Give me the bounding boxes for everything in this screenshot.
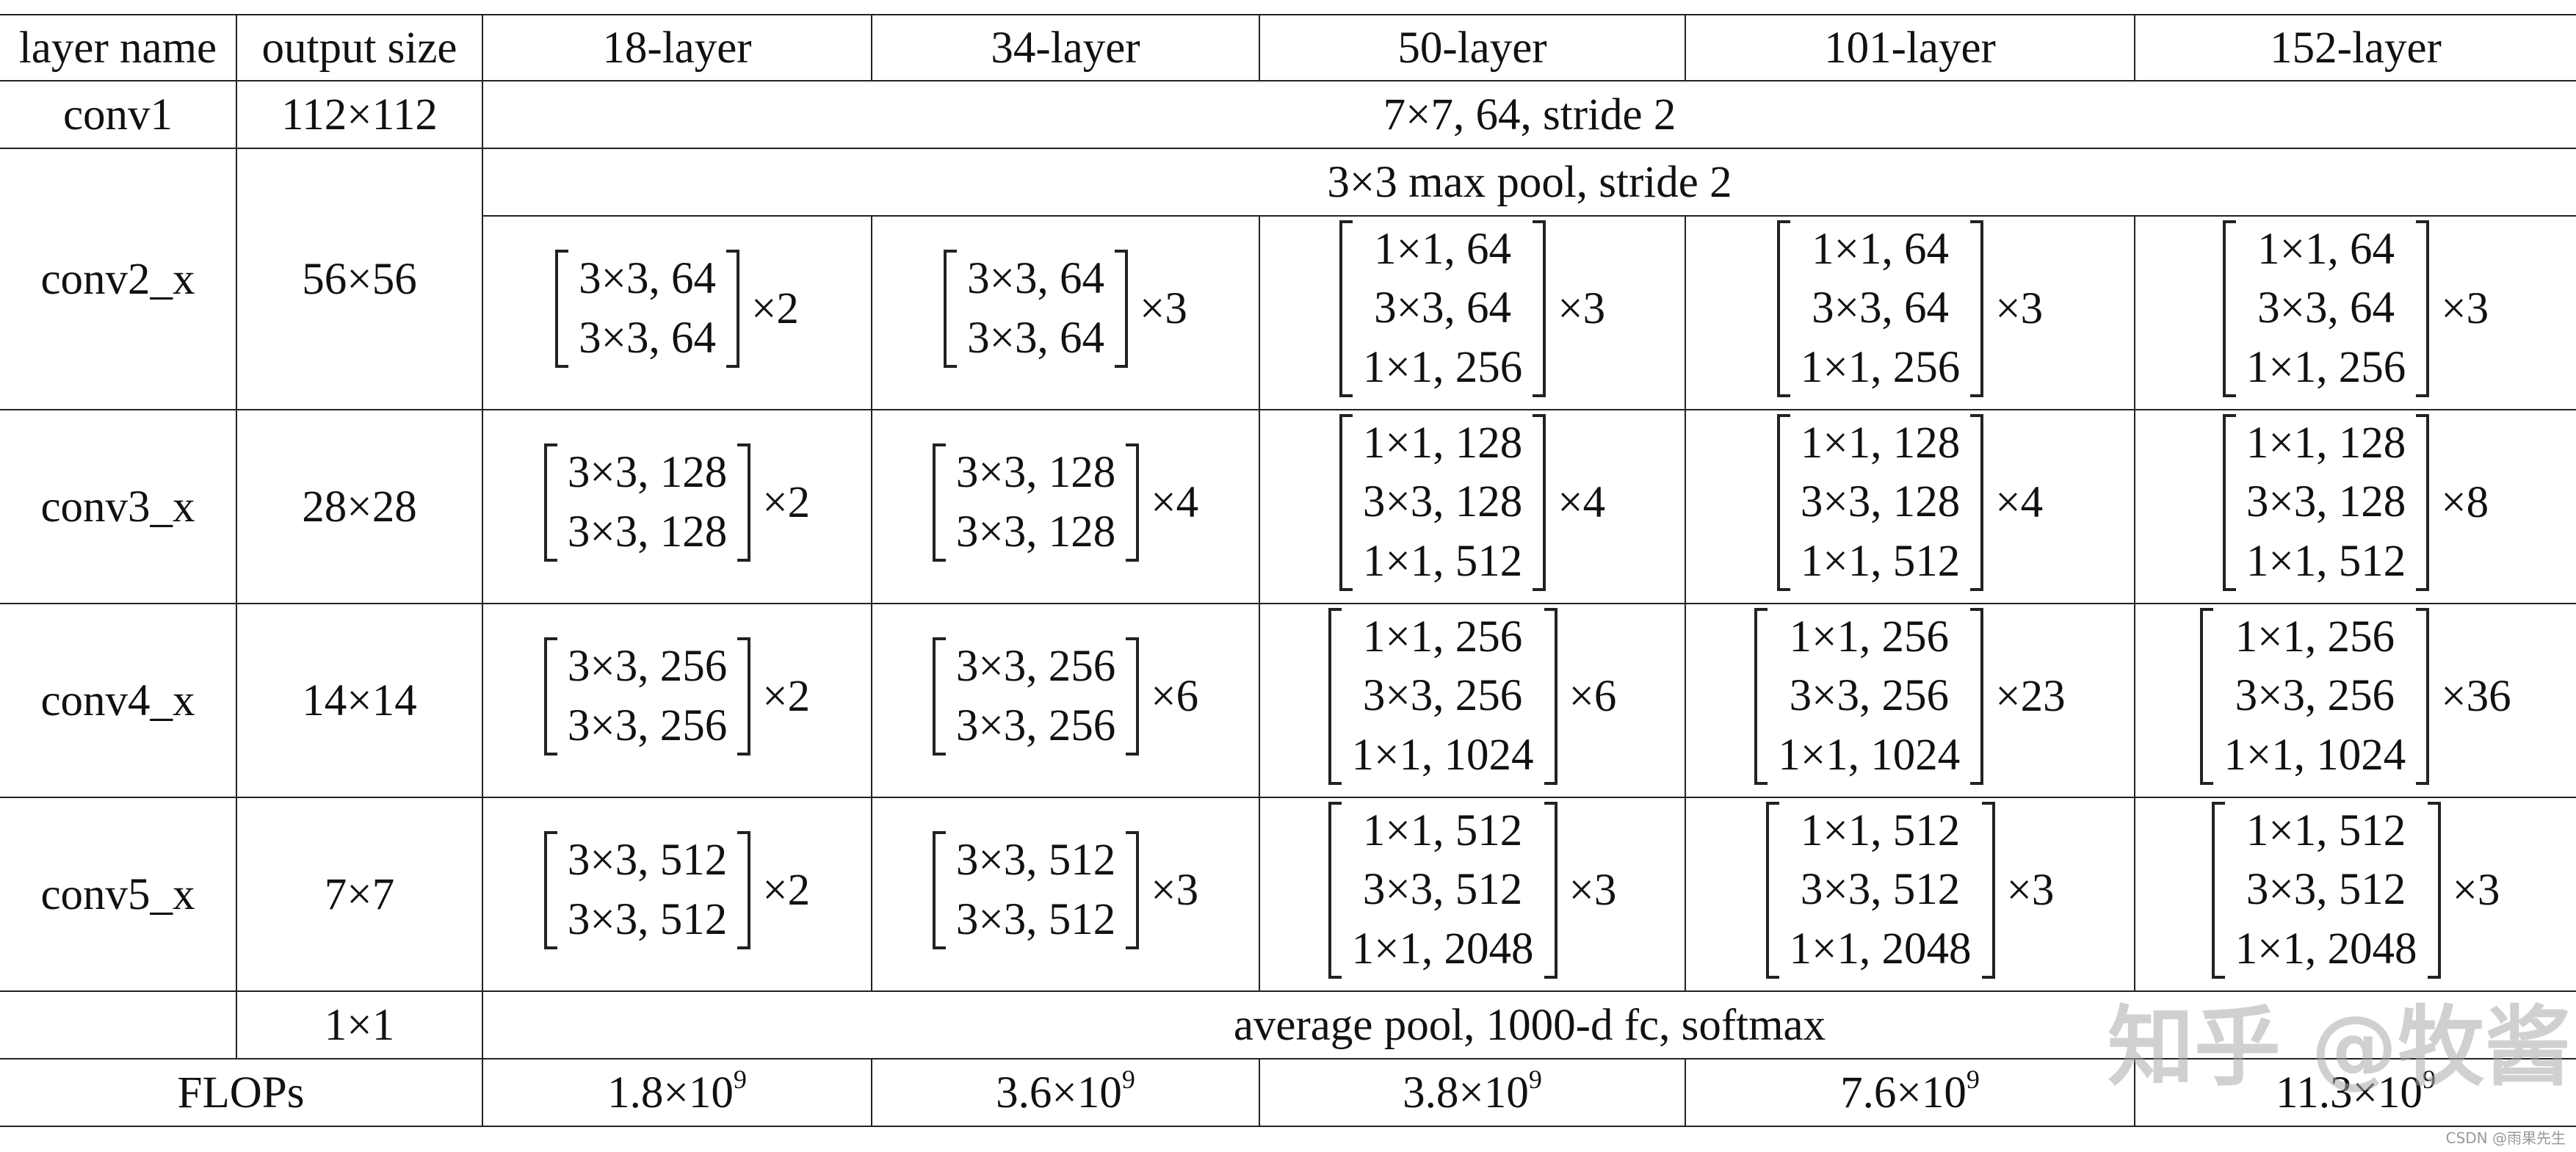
conv3-34-layer-block: 3×3, 128 3×3, 128 ×4: [872, 410, 1260, 604]
header-18-layer: 18-layer: [482, 14, 872, 81]
conv4-18-layer-block: 3×3, 256 3×3, 256 ×2: [482, 604, 872, 798]
avgpool-name-empty: [0, 991, 237, 1059]
conv1-row: conv1 112×112 7×7, 64, stride 2: [0, 81, 2576, 149]
conv4-row: conv4_x 14×14 3×3, 256 3×3, 256 ×2 3×3, 25…: [0, 604, 2576, 798]
conv2-max-pool: 3×3 max pool, stride 2: [482, 148, 2576, 217]
conv3-101-layer-block: 1×1, 128 3×3, 128 1×1, 512 ×4: [1685, 410, 2135, 604]
conv2-output-size: 56×56: [236, 148, 483, 410]
source-credit: CSDN @雨果先生: [2445, 1129, 2566, 1147]
conv5-row: conv5_x 7×7 3×3, 512 3×3, 512 ×2 3×3, 512 3…: [0, 797, 2576, 992]
resnet-architecture-table: layer name output size 18-layer 34-layer…: [0, 14, 2576, 1127]
conv5-50-layer-block: 1×1, 512 3×3, 512 1×1, 2048 ×3: [1259, 797, 1686, 992]
conv5-34-layer-block: 3×3, 512 3×3, 512 ×3: [872, 797, 1260, 992]
avgpool-row: 1×1 average pool, 1000-d fc, softmax: [0, 991, 2576, 1059]
header-output-size: output size: [236, 14, 483, 81]
conv3-output-size: 28×28: [236, 410, 483, 604]
conv1-spec: 7×7, 64, stride 2: [482, 81, 2576, 149]
header-layer-name: layer name: [0, 14, 237, 81]
conv5-152-layer-block: 1×1, 512 3×3, 512 1×1, 2048 ×3: [2135, 797, 2576, 992]
conv3-50-layer-block: 1×1, 128 3×3, 128 1×1, 512 ×4: [1259, 410, 1686, 604]
flops-101-layer: 7.6×109: [1685, 1059, 2135, 1127]
conv2-pool-row: conv2_x 56×56 3×3 max pool, stride 2: [0, 148, 2576, 410]
conv3-18-layer-block: 3×3, 128 3×3, 128 ×2: [482, 410, 872, 604]
header-row: layer name output size 18-layer 34-layer…: [0, 14, 2576, 81]
flops-18-layer: 1.8×109: [482, 1059, 872, 1127]
conv2-18-layer-block: 3×3, 64 3×3, 64 ×2: [482, 216, 872, 410]
conv5-18-layer-block: 3×3, 512 3×3, 512 ×2: [482, 797, 872, 992]
flops-row: FLOPs 1.8×109 3.6×109 3.8×109 7.6×109 11…: [0, 1059, 2576, 1127]
conv2-50-layer-block: 1×1, 64 3×3, 64 1×1, 256 ×3: [1259, 216, 1686, 410]
conv2-101-layer-block: 1×1, 64 3×3, 64 1×1, 256 ×3: [1685, 216, 2135, 410]
conv4-50-layer-block: 1×1, 256 3×3, 256 1×1, 1024 ×6: [1259, 604, 1686, 798]
conv3-name: conv3_x: [0, 410, 237, 604]
conv4-152-layer-block: 1×1, 256 3×3, 256 1×1, 1024 ×36: [2135, 604, 2576, 798]
conv5-101-layer-block: 1×1, 512 3×3, 512 1×1, 2048 ×3: [1685, 797, 2135, 992]
flops-34-layer: 3.6×109: [872, 1059, 1260, 1127]
conv2-152-layer-block: 1×1, 64 3×3, 64 1×1, 256 ×3: [2135, 216, 2576, 410]
avgpool-output-size: 1×1: [236, 991, 483, 1059]
watermark-text: 知乎 @牧酱: [2108, 996, 2572, 1098]
conv4-name: conv4_x: [0, 604, 237, 798]
header-101-layer: 101-layer: [1685, 14, 2135, 81]
flops-152-layer: 11.3×109: [2135, 1059, 2576, 1127]
flops-50-layer: 3.8×109: [1259, 1059, 1686, 1127]
conv1-name: conv1: [0, 81, 237, 149]
conv4-output-size: 14×14: [236, 604, 483, 798]
conv2-row: 3×3, 64 3×3, 64 ×2 3×3, 64 3×3, 64 ×3 1×1, 6…: [0, 216, 2576, 410]
header-34-layer: 34-layer: [872, 14, 1260, 81]
conv2-34-layer-block: 3×3, 64 3×3, 64 ×3: [872, 216, 1260, 410]
conv5-name: conv5_x: [0, 797, 237, 992]
conv4-101-layer-block: 1×1, 256 3×3, 256 1×1, 1024 ×23: [1685, 604, 2135, 798]
flops-label: FLOPs: [0, 1059, 483, 1127]
conv3-152-layer-block: 1×1, 128 3×3, 128 1×1, 512 ×8: [2135, 410, 2576, 604]
conv4-34-layer-block: 3×3, 256 3×3, 256 ×6: [872, 604, 1260, 798]
conv1-output-size: 112×112: [236, 81, 483, 149]
header-50-layer: 50-layer: [1259, 14, 1686, 81]
conv2-name: conv2_x: [0, 148, 237, 410]
avgpool-spec: average pool, 1000-d fc, softmax: [482, 991, 2576, 1059]
conv5-output-size: 7×7: [236, 797, 483, 992]
header-152-layer: 152-layer: [2135, 14, 2576, 81]
conv3-row: conv3_x 28×28 3×3, 128 3×3, 128 ×2 3×3, 12…: [0, 410, 2576, 604]
